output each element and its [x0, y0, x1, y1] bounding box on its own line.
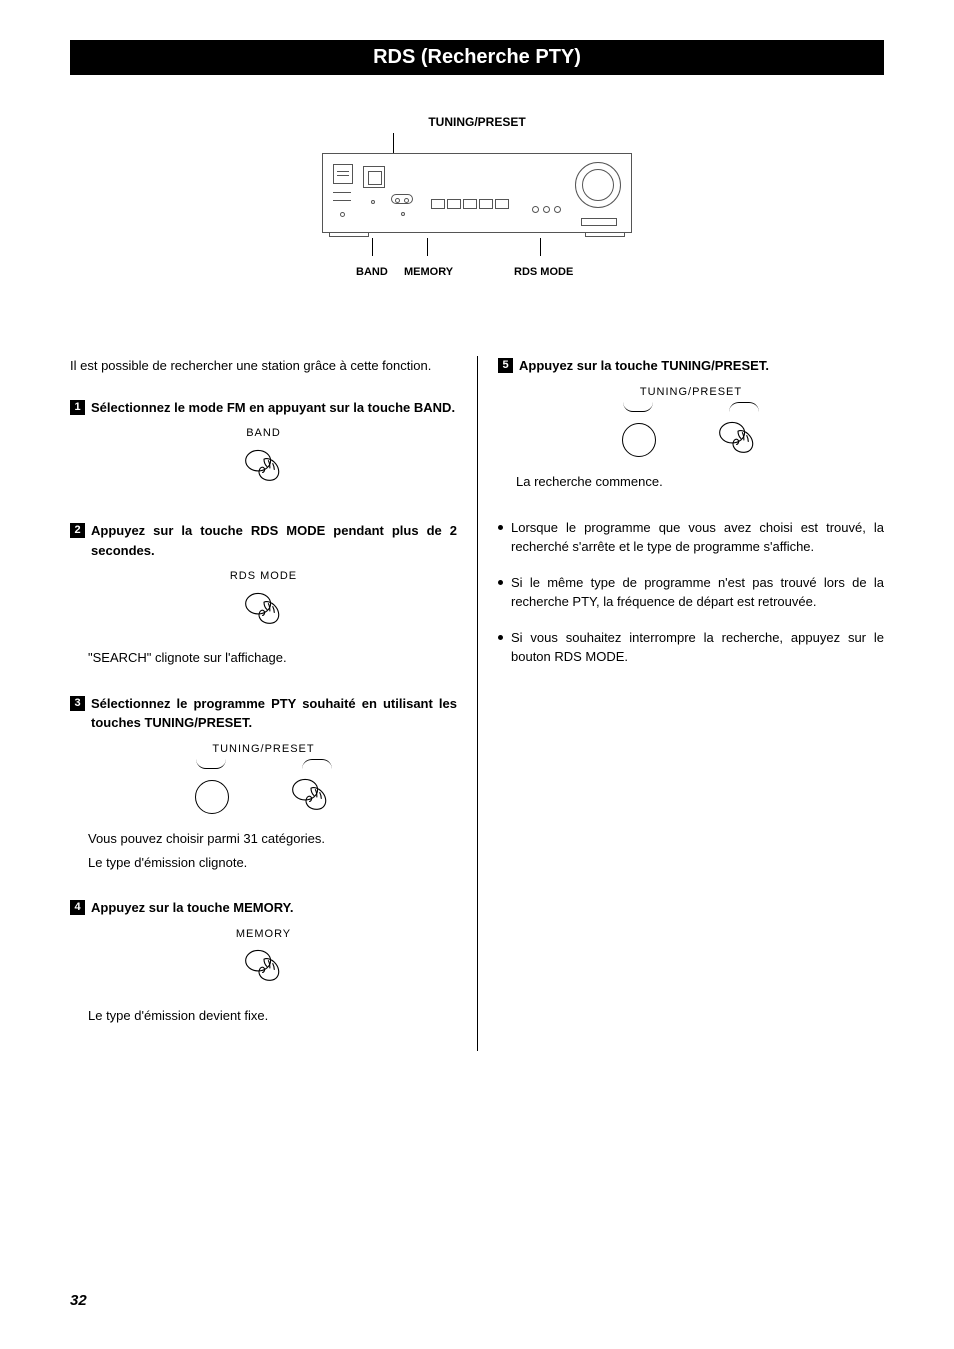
- step-3: 3 Sélectionnez le programme PTY souhaité…: [70, 694, 457, 873]
- right-column: 5 Appuyez sur la touche TUNING/PRESET. T…: [477, 356, 884, 1051]
- bullet-list: Lorsque le programme que vous avez chois…: [498, 518, 884, 667]
- step-note: Le type d'émission clignote.: [88, 853, 457, 873]
- step-number: 1: [70, 400, 85, 415]
- step-number: 3: [70, 696, 85, 711]
- step-5: 5 Appuyez sur la touche TUNING/PRESET. T…: [498, 356, 884, 492]
- button-label-rds: RDS MODE: [70, 568, 457, 585]
- button-label-band: BAND: [70, 425, 457, 442]
- step-number: 4: [70, 900, 85, 915]
- bullet-icon: [498, 580, 503, 585]
- page-number: 32: [70, 1292, 87, 1309]
- diagram-label-band: BAND: [356, 266, 388, 278]
- tuning-label: TUNING/PRESET: [70, 741, 457, 758]
- diagram-label-rds: RDS MODE: [514, 266, 573, 278]
- bullet-icon: [498, 525, 503, 530]
- press-icon: [289, 775, 333, 819]
- step-heading: Appuyez sur la touche MEMORY.: [91, 898, 457, 918]
- step-2: 2 Appuyez sur la touche RDS MODE pendant…: [70, 521, 457, 668]
- diagram-label-memory: MEMORY: [404, 266, 453, 278]
- step-4: 4 Appuyez sur la touche MEMORY. MEMORY L…: [70, 898, 457, 1025]
- tuning-down-icon: [622, 423, 656, 457]
- bullet-icon: [498, 635, 503, 640]
- step-note: Le type d'émission devient fixe.: [88, 1006, 457, 1026]
- press-icon: [70, 946, 457, 996]
- press-icon: [70, 589, 457, 639]
- step-heading: Appuyez sur la touche TUNING/PRESET.: [519, 356, 884, 376]
- step-note: La recherche commence.: [516, 472, 884, 492]
- step-heading: Appuyez sur la touche RDS MODE pendant p…: [91, 521, 457, 560]
- device-diagram: TUNING/PRESET BAND M: [70, 115, 884, 266]
- step-note: Vous pouvez choisir parmi 31 catégories.: [88, 829, 457, 849]
- bullet-item: Si le même type de programme n'est pas t…: [498, 573, 884, 612]
- step-heading: Sélectionnez le mode FM en appuyant sur …: [91, 398, 457, 418]
- step-heading: Sélectionnez le programme PTY souhaité e…: [91, 694, 457, 733]
- step-number: 2: [70, 523, 85, 538]
- bullet-text: Si le même type de programme n'est pas t…: [511, 573, 884, 612]
- step-note: "SEARCH" clignote sur l'affichage.: [88, 648, 457, 668]
- bullet-item: Lorsque le programme que vous avez chois…: [498, 518, 884, 557]
- bullet-item: Si vous souhaitez interrompre la recherc…: [498, 628, 884, 667]
- intro-text: Il est possible de rechercher une statio…: [70, 356, 457, 376]
- step-1: 1 Sélectionnez le mode FM en appuyant su…: [70, 398, 457, 496]
- step-number: 5: [498, 358, 513, 373]
- bullet-text: Lorsque le programme que vous avez chois…: [511, 518, 884, 557]
- button-label-memory: MEMORY: [70, 926, 457, 943]
- press-icon: [70, 446, 457, 496]
- press-icon: [716, 418, 760, 462]
- diagram-top-label: TUNING/PRESET: [70, 115, 884, 129]
- tuning-label: TUNING/PRESET: [498, 384, 884, 401]
- page-title: RDS (Recherche PTY): [70, 40, 884, 75]
- bullet-text: Si vous souhaitez interrompre la recherc…: [511, 628, 884, 667]
- device-outline: [322, 153, 632, 233]
- left-column: Il est possible de rechercher une statio…: [70, 356, 477, 1051]
- tuning-down-icon: [195, 780, 229, 814]
